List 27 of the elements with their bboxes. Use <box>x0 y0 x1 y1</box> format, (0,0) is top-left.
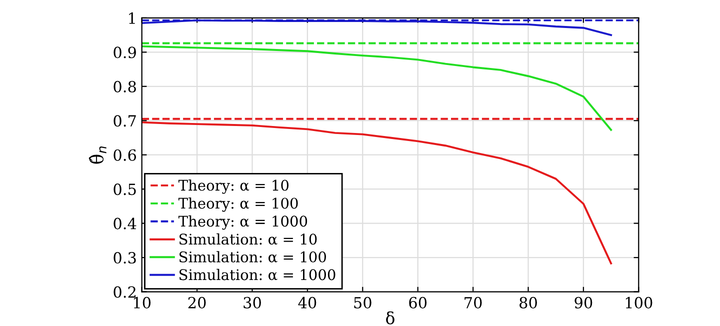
y-tick-label: 0.8 <box>114 80 136 92</box>
y-tick-label: 0.5 <box>114 184 136 196</box>
legend-label: Theory: α = 10 <box>178 179 289 194</box>
x-tick-label: 100 <box>626 296 652 308</box>
x-axis-title: δ <box>386 311 394 324</box>
legend-label: Theory: α = 100 <box>178 197 298 212</box>
legend-label: Simulation: α = 100 <box>180 251 326 262</box>
x-tick-label: 40 <box>298 296 316 308</box>
legend-label: Simulation: α = 1000 <box>180 268 336 280</box>
y-tick-label: 0.2 <box>114 286 136 298</box>
x-tick-label: 10 <box>134 296 151 308</box>
x-tick-label: 30 <box>244 296 261 308</box>
y-tick-label: 0.9 <box>114 46 136 58</box>
x-tick-label: 20 <box>188 296 206 308</box>
legend-label: Theory: α = 1000 <box>178 215 308 230</box>
x-tick-label: 80 <box>520 296 537 308</box>
x-tick-label: 70 <box>464 296 482 308</box>
legend-label: Simulation: α = 10 <box>180 233 317 245</box>
x-tick-label: 90 <box>574 296 592 308</box>
y-tick-label: 0.6 <box>114 149 136 161</box>
y-axis-title: θ̂$_{n}$ <box>88 146 106 164</box>
y-tick-label: 0.7 <box>114 115 136 127</box>
x-tick-label: 50 <box>354 296 372 308</box>
y-tick-label: 1 <box>129 12 135 24</box>
y-tick-label: 0.3 <box>114 252 136 264</box>
x-tick-label: 60 <box>409 296 427 308</box>
y-tick-label: 0.4 <box>114 218 136 230</box>
